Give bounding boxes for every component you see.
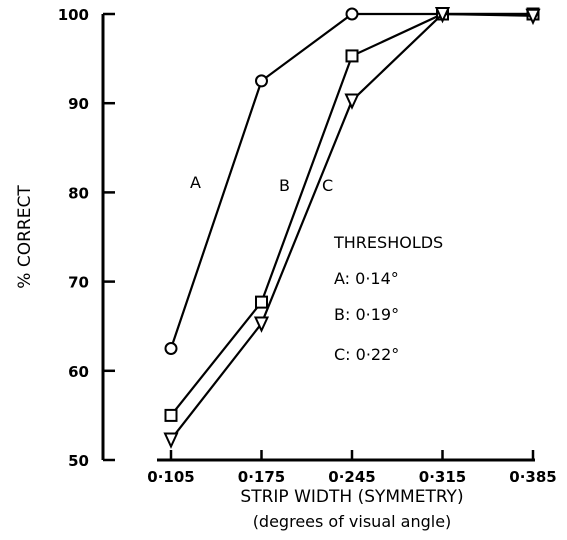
- y-tick-label-100: 100: [58, 6, 89, 24]
- point-c-3: [434, 7, 451, 24]
- point-b-0: [164, 408, 178, 422]
- point-a-1: [255, 74, 268, 88]
- series-label-a: A: [190, 173, 201, 192]
- point-c-2: [344, 93, 360, 110]
- y-tick-label-50: 50: [68, 452, 89, 470]
- series-layer: [163, 7, 541, 449]
- x-tick-label-0: 0·105: [147, 468, 194, 486]
- threshold-c: C: 0·22°: [334, 345, 399, 364]
- y-tick-label-70: 70: [68, 274, 89, 292]
- series-label-b: B: [279, 176, 290, 195]
- axes: 50 60 70 80 90 100 0·105 0·175 0·245 0·315 0·385: [58, 6, 557, 486]
- point-a-0: [164, 342, 178, 355]
- x-tick-label-2: 0·245: [328, 468, 375, 486]
- y-axis-title: % CORRECT: [15, 185, 35, 289]
- y-tick-label-60: 60: [68, 363, 89, 381]
- labels-layer: A B C THRESHOLDS A: 0·14° B: 0·19° C: 0·…: [15, 173, 464, 531]
- point-b-2: [345, 49, 359, 63]
- point-a-2: [345, 7, 359, 21]
- series-line-c: [170, 12, 534, 441]
- x-axis-subtitle: (degrees of visual angle): [253, 512, 452, 531]
- threshold-b: B: 0·19°: [334, 305, 399, 324]
- point-c-1: [253, 316, 270, 333]
- y-tick-label-90: 90: [68, 95, 89, 113]
- threshold-a: A: 0·14°: [334, 269, 399, 288]
- point-c-4: [525, 8, 541, 26]
- x-tick-label-1: 0·175: [238, 468, 285, 486]
- y-tick-label-80: 80: [68, 184, 89, 202]
- point-c-0: [163, 432, 179, 449]
- thresholds-title: THRESHOLDS: [333, 233, 443, 252]
- series-label-c: C: [322, 176, 333, 195]
- series-line-a: [169, 12, 533, 349]
- x-tick-label-3: 0·315: [419, 468, 466, 486]
- series-c: [163, 7, 541, 449]
- point-b-1: [255, 295, 268, 309]
- x-tick-label-4: 0·385: [509, 468, 556, 486]
- x-axis-title: STRIP WIDTH (SYMMETRY): [240, 487, 463, 507]
